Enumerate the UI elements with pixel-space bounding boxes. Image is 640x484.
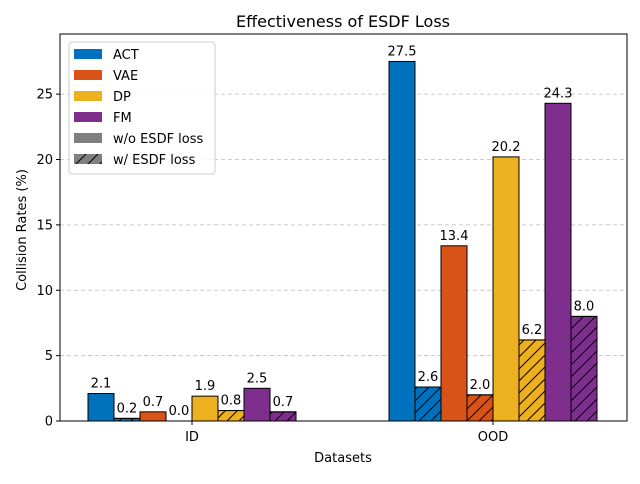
data-label: 0.0 (169, 404, 190, 419)
legend-box (68, 41, 216, 175)
data-label: 0.8 (221, 394, 242, 409)
y-tick-label: 15 (36, 218, 53, 233)
bar-hatch (518, 339, 546, 422)
bar-hatch (217, 410, 245, 422)
data-label: 1.9 (195, 379, 216, 394)
data-label: 0.2 (117, 401, 138, 416)
y-tick-label: 0 (45, 415, 53, 430)
bar-vae-without-esdf (440, 245, 468, 422)
bar-hatch (414, 386, 442, 422)
bar-dp-without-esdf (191, 395, 219, 422)
legend-label: FM (113, 111, 132, 126)
data-label: 0.7 (273, 395, 294, 410)
x-tick-label: OOD (478, 430, 508, 445)
data-label: 2.1 (91, 377, 112, 392)
bar-hatch (466, 394, 494, 422)
legend-swatch (74, 91, 102, 101)
data-label: 2.6 (418, 370, 439, 385)
legend-label: VAE (113, 69, 138, 84)
legend-label: DP (113, 90, 131, 105)
data-label: 27.5 (388, 44, 417, 59)
data-label: 2.5 (247, 371, 268, 386)
plot-frame (59, 33, 628, 422)
bar-fm-without-esdf (544, 102, 572, 422)
bar-hatch (570, 315, 598, 422)
legend-swatch-hatch (74, 154, 102, 164)
bar-fm-without-esdf (243, 387, 271, 422)
x-tick-label: ID (185, 430, 199, 445)
data-label: 24.3 (544, 86, 573, 101)
data-label: 0.7 (143, 395, 164, 410)
chart-title: Effectiveness of ESDF Loss (236, 12, 450, 31)
data-label: 2.0 (470, 378, 491, 393)
legend-label: ACT (113, 48, 139, 63)
y-tick-label: 20 (36, 153, 53, 168)
bar-act-without-esdf (87, 393, 115, 422)
legend-swatch (74, 112, 102, 122)
legend: ACT VAE DP FM w/o ESDF loss w/ ESDF loss (68, 41, 216, 175)
data-label: 20.2 (492, 140, 521, 155)
bar-act-without-esdf (388, 60, 416, 422)
legend-label: w/o ESDF loss (113, 132, 204, 147)
bar-hatch (269, 411, 297, 422)
legend-swatch (74, 133, 102, 143)
bar-dp-without-esdf (492, 156, 520, 422)
data-label: 8.0 (574, 299, 595, 314)
legend-swatch (74, 70, 102, 80)
y-tick-label: 25 (36, 88, 53, 103)
y-axis-label: Collision Rates (%) (15, 169, 30, 291)
data-label: 6.2 (522, 323, 543, 338)
legend-label: w/ ESDF loss (113, 153, 196, 168)
bar-vae-without-esdf (139, 411, 167, 422)
legend-swatch (74, 49, 102, 59)
y-tick-label: 5 (45, 349, 53, 364)
y-tick-label: 10 (36, 284, 53, 299)
x-axis-label: Datasets (314, 451, 372, 466)
data-label: 13.4 (440, 229, 469, 244)
